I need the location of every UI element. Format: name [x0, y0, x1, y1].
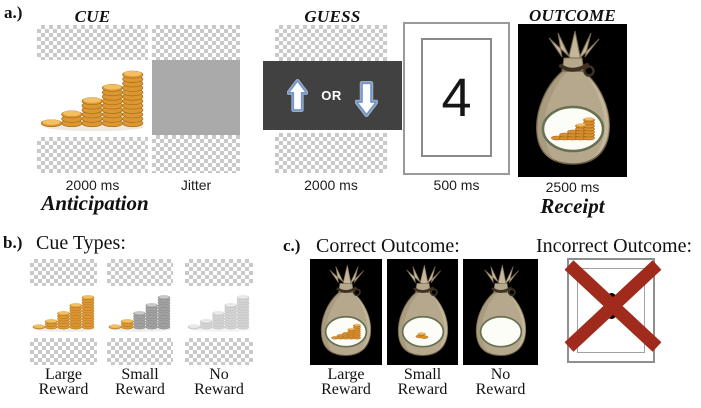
cue-none-image-band: [185, 286, 253, 338]
cue-types-title: Cue Types:: [36, 232, 126, 254]
down-arrow-icon: [354, 81, 378, 117]
cue-image-band: [37, 60, 148, 137]
correct-outcome-title: Correct Outcome:: [316, 235, 460, 257]
or-label: OR: [321, 88, 342, 103]
checkerboard-strip: [37, 137, 148, 173]
jitter-stimulus-frame: [152, 25, 240, 173]
panel-a-label: a.): [4, 3, 23, 22]
cue-large-image-band: [30, 286, 97, 338]
outcome-large-reward-image: [310, 259, 382, 365]
red-x-icon: [564, 260, 662, 352]
outcome-duration-label: 2500 ms: [545, 179, 600, 195]
checkerboard-strip: [37, 25, 148, 60]
checkerboard-strip: [185, 338, 253, 365]
incorrect-outcome-title: Incorrect Outcome:: [536, 235, 693, 257]
money-bag-large-reward-image: [319, 263, 372, 357]
panel-b-label: b.): [3, 233, 23, 252]
checkerboard-strip: [185, 259, 253, 286]
guess-choice-screen: OR: [263, 61, 402, 130]
checkerboard-strip: [152, 135, 240, 173]
number-card: 4: [403, 22, 510, 175]
jitter-duration-label: Jitter: [180, 177, 212, 193]
outcome-small-reward-image: [387, 259, 458, 365]
guess-duration-label: 2000 ms: [304, 177, 358, 193]
cue-stimulus-frame: [37, 25, 148, 173]
outcome-no-reward-image: [463, 259, 538, 365]
checkerboard-strip: [107, 338, 173, 365]
money-bag-small-reward-image: [396, 263, 449, 357]
card-number: 4: [441, 67, 472, 128]
panel-c-label: c.): [283, 236, 301, 255]
cue-large-label: Large Reward: [38, 366, 89, 398]
cue-none-label: No Reward: [194, 366, 244, 398]
guess-phase-header: GUESS: [304, 7, 361, 26]
receipt-phase-label: Receipt: [540, 194, 605, 218]
small-reward-coins-image: [108, 295, 171, 332]
money-bag-large-reward-image: [534, 29, 611, 166]
cue-phase-header: CUE: [74, 7, 111, 26]
card-duration-label: 500 ms: [433, 177, 480, 193]
cue-small-image-band: [107, 286, 173, 338]
number-card-inner-border: 4: [421, 38, 492, 157]
outcome-none-label: No Reward: [475, 366, 526, 398]
no-reward-coins-image: [187, 295, 250, 332]
cue-small-label: Small Reward: [115, 366, 165, 398]
checkerboard-strip: [30, 259, 97, 286]
anticipation-phase-label: Anticipation: [41, 191, 149, 215]
outcome-screen: [518, 24, 627, 177]
checkerboard-strip: [275, 25, 387, 61]
up-arrow-icon: [287, 79, 309, 112]
cue-duration-label: 2000 ms: [65, 177, 120, 193]
incorrect-card-inner-border: [577, 268, 645, 353]
large-reward-coins-image: [32, 295, 95, 332]
outcome-small-label: Small Reward: [397, 366, 448, 398]
outcome-large-label: Large Reward: [321, 366, 371, 398]
large-reward-coins-image: [40, 70, 144, 132]
checkerboard-strip: [275, 133, 387, 173]
checkerboard-strip: [107, 259, 173, 286]
jitter-blank-screen: [152, 60, 240, 135]
outcome-phase-header: OUTCOME: [528, 6, 617, 25]
cue-no-reward-frame: [185, 259, 253, 365]
cue-small-reward-frame: [107, 259, 173, 365]
money-bag-empty-image: [474, 263, 527, 357]
checkerboard-strip: [152, 25, 240, 60]
checkerboard-strip: [30, 338, 97, 365]
cue-large-reward-frame: [30, 259, 97, 365]
